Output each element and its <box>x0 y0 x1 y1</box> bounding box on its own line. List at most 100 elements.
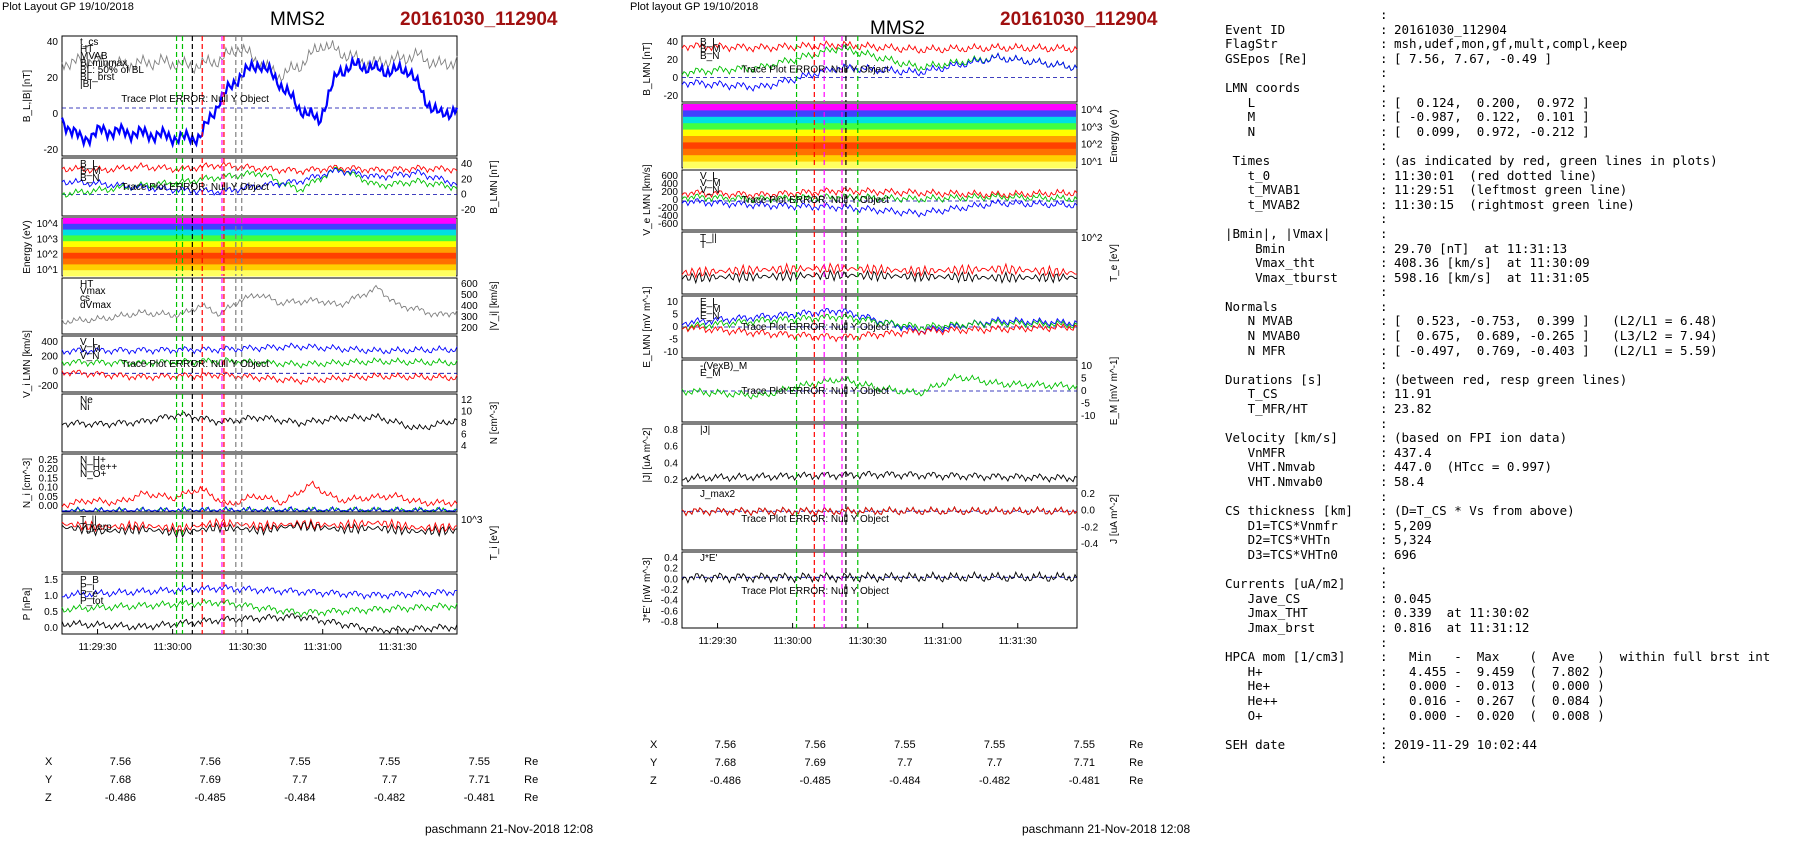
legend-entry: BL_brst <box>80 72 115 83</box>
y-tick-label: 40 <box>461 159 473 170</box>
spectrogram-band <box>63 258 456 265</box>
y-tick-label: 0.25 <box>39 455 59 466</box>
legend-entry: B_N <box>80 173 99 184</box>
summary-key: SEH date <box>1225 736 1286 752</box>
legend-entry: dVmax <box>80 300 111 311</box>
left-spacecraft-title: MMS2 <box>270 9 325 30</box>
summary-colon: : <box>1380 430 1388 446</box>
summary-row: Velocity [km/s]: (based on FPI ion data) <box>1225 430 1800 446</box>
y-tick-label: 0.0 <box>664 574 678 585</box>
y-axis-label: N_i [cm^-3] <box>22 458 33 508</box>
summary-row: He++: 0.016 - 0.267 ( 0.084 ) <box>1225 692 1800 709</box>
legend-entry: B_N <box>700 51 719 62</box>
summary-row: N MVAB: [ 0.523, -0.753, 0.399 ] (L2/L1 =… <box>1225 314 1800 329</box>
y-tick-label: -0.4 <box>1081 539 1099 550</box>
summary-value: 58.4 <box>1394 474 1425 489</box>
series-line <box>61 284 458 325</box>
coord-value: -0.485 <box>799 775 831 787</box>
summary-key: t_MVAB1 <box>1225 182 1301 198</box>
spectrogram-band <box>683 110 1076 118</box>
summary-key: O+ <box>1225 707 1263 723</box>
y-tick-label: 400 <box>461 301 478 312</box>
legend-entry: T_|| <box>700 233 717 244</box>
series-line <box>681 40 1078 54</box>
coord-label: X <box>650 739 658 751</box>
plot-error-message: Trace Plot ERROR: Null Y Object <box>741 195 889 206</box>
legend-entry: N_O+ <box>80 469 107 480</box>
time-tick-label: 11:29:30 <box>698 636 737 647</box>
summary-value: 0.045 <box>1394 590 1432 606</box>
summary-row: : <box>1225 212 1800 227</box>
event-summary: : Event ID:20161030_112904 FlagStr: msh,ude… <box>1225 7 1800 833</box>
summary-row: : <box>1225 561 1800 578</box>
summary-key: VnMFR <box>1225 444 1286 460</box>
coord-value: 7.7 <box>381 774 398 786</box>
y-tick-label: 600 <box>461 279 478 290</box>
summary-row: H+: 4.455 - 9.459 ( 7.802 ) <box>1225 664 1800 680</box>
summary-colon: : <box>1380 707 1388 723</box>
summary-colon: : <box>1380 138 1388 154</box>
summary-key: Jmax_THT <box>1225 605 1308 621</box>
legend-entry: T <box>700 240 706 251</box>
middle-position-table: X 7.56 7.56 7.55 7.55 7.55 Re Y 7.68 7.69 7.7 7.7 7.… <box>650 736 1170 790</box>
coord-unit: Re <box>524 792 539 804</box>
legend-entry: t_cs <box>80 37 98 48</box>
summary-key: T_CS <box>1225 386 1278 402</box>
y-axis-label: B_LMN [nT] <box>489 160 500 214</box>
y-tick-label: -10 <box>664 347 679 358</box>
plot-error-message: Trace Plot ERROR: Null Y Object <box>741 386 889 397</box>
summary-value: 0.016 - 0.267 ( 0.084 ) <box>1394 692 1605 708</box>
legend-entry: -(VexB)_M <box>700 361 747 372</box>
coord-unit: Re <box>1129 775 1144 787</box>
summary-key: M <box>1225 109 1256 125</box>
summary-key: Jmax_brst <box>1225 619 1316 635</box>
legend-entry: J_max2 <box>700 489 735 500</box>
y-tick-label: 10^2 <box>1081 233 1103 244</box>
y-tick-label: 10 <box>667 297 679 308</box>
series-line <box>681 505 1078 517</box>
summary-key: VHT.Nmvab0 <box>1225 474 1323 489</box>
summary-colon: : <box>1380 590 1388 606</box>
y-tick-label: 10 <box>1081 361 1093 372</box>
summary-key: N MFR <box>1225 342 1286 358</box>
series-line <box>61 613 458 634</box>
y-tick-label: 1.0 <box>44 591 58 602</box>
y-tick-label: 10^4 <box>37 219 59 230</box>
summary-row: Jmax_brst:0.816 at 11:31:12 <box>1225 619 1800 636</box>
summary-colon: : <box>1380 36 1388 52</box>
summary-value: Min - Max ( Ave ) within full brst int <box>1394 649 1771 665</box>
summary-row: Times: (as indicated by red, green lines … <box>1225 153 1800 169</box>
y-tick-label: 10^2 <box>1081 140 1103 151</box>
plot-panel: J*E' 0.40.20.0-0.2-0.4-0.6-0.8 J*E' [nW m^… <box>642 551 1078 629</box>
legend-entry: J*E' <box>700 553 718 564</box>
plot-frame <box>681 231 1078 295</box>
y-tick-label: -600 <box>658 219 678 230</box>
y-axis-label: V_e LMN [km/s] <box>642 164 653 235</box>
plot-error-message: Trace Plot ERROR: Null Y Object <box>741 514 889 525</box>
legend-entry: P_i <box>80 582 94 593</box>
y-axis-label: J*E' [nW m^-3] <box>642 557 653 623</box>
left-event-id: 20161030_112904 <box>400 9 558 30</box>
y-tick-label: 10^3 <box>461 515 483 526</box>
coord-label: Y <box>650 757 658 769</box>
summary-colon: : <box>1380 65 1388 81</box>
summary-colon: : <box>1380 532 1388 548</box>
summary-colon: : <box>1380 751 1388 767</box>
series-line <box>61 520 458 539</box>
summary-key: Durations [s] <box>1225 371 1323 387</box>
summary-row: M: [ -0.987, 0.122, 0.101 ] <box>1225 109 1800 125</box>
y-tick-label: 200 <box>41 352 58 363</box>
coord-value: 7.71 <box>468 774 491 786</box>
y-axis-label: J [uA m^-2] <box>1109 494 1120 544</box>
y-tick-label: 10^1 <box>37 265 59 276</box>
middle-footer: paschmann 21-Nov-2018 12:08 <box>1022 822 1191 836</box>
summary-colon: : <box>1380 561 1388 577</box>
summary-colon: : <box>1380 21 1388 37</box>
summary-value: 11:29:51 (leftmost green line) <box>1394 182 1628 198</box>
y-tick-label: -20 <box>664 91 679 102</box>
legend-entry: HT <box>80 44 93 55</box>
spectrogram-band <box>683 123 1076 131</box>
